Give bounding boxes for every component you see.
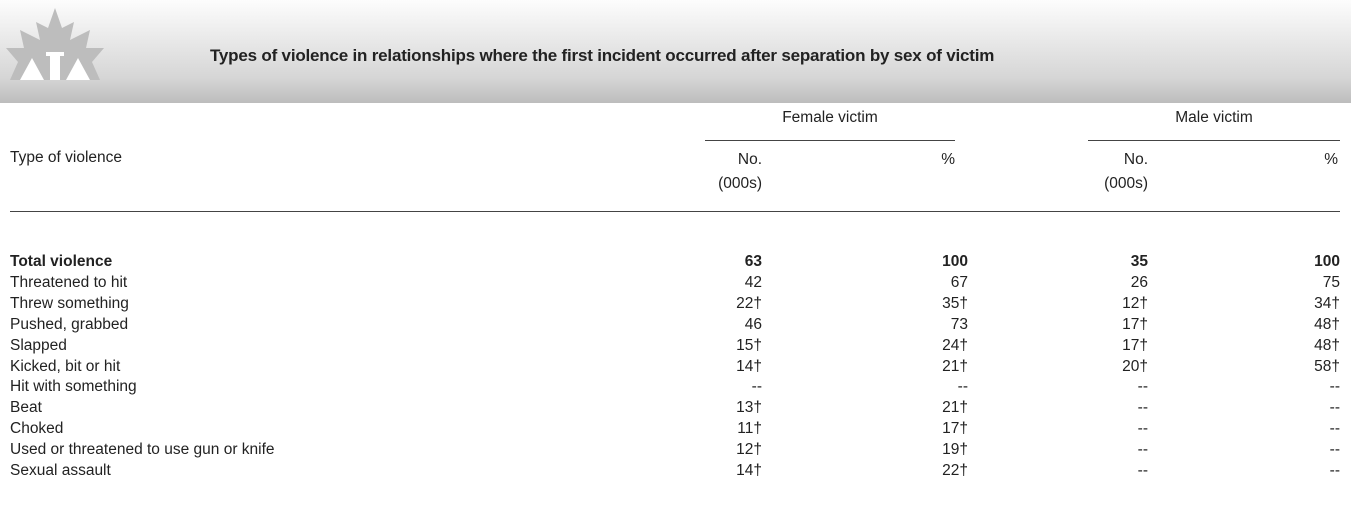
row-label: Hit with something — [10, 378, 137, 396]
cell: 67 — [950, 273, 968, 291]
row-label: Threw something — [10, 294, 129, 312]
cell: 13† — [736, 399, 762, 417]
group-header: Male victim — [1175, 109, 1253, 126]
cell: 24† — [942, 336, 968, 354]
cell: -- — [1137, 420, 1148, 438]
cell: 17† — [1122, 336, 1148, 354]
column-header: % — [941, 151, 955, 168]
column-header: No. — [1123, 151, 1148, 168]
column-header: No. — [737, 151, 762, 168]
cell: 100 — [942, 253, 968, 270]
group-rule — [705, 140, 955, 141]
cell: 73 — [950, 315, 968, 333]
cell: -- — [957, 378, 968, 396]
cell: 75 — [1322, 273, 1340, 291]
column-header: (000s) — [718, 175, 762, 192]
header-rule — [10, 211, 1340, 212]
cell: -- — [1137, 462, 1148, 479]
cell: 11† — [737, 420, 762, 438]
cell: 12† — [736, 441, 762, 459]
logo — [6, 8, 104, 80]
group-rule — [1088, 140, 1340, 141]
row-label: Beat — [10, 399, 42, 417]
cell: 21† — [942, 357, 968, 375]
cell: 12† — [1122, 294, 1148, 312]
column-header: % — [1324, 151, 1338, 168]
row-label: Threatened to hit — [10, 273, 128, 291]
row-label: Choked — [10, 420, 64, 438]
cell: 26 — [1130, 273, 1148, 291]
cell: 35† — [942, 294, 968, 312]
cell: 46 — [744, 315, 762, 333]
cell: -- — [1137, 441, 1148, 459]
cell: 63 — [744, 253, 762, 270]
stub-header: Type of violence — [10, 149, 123, 166]
cell: 19† — [942, 441, 968, 459]
cell: 14† — [736, 357, 762, 375]
cell: -- — [1137, 378, 1148, 396]
cell: -- — [1329, 441, 1340, 459]
cell: -- — [1329, 420, 1340, 438]
cell: 48† — [1314, 315, 1340, 333]
title: Types of violence in relationships where… — [210, 46, 995, 65]
cell: -- — [1137, 399, 1148, 417]
cell: 48† — [1314, 336, 1340, 354]
cell: 35 — [1130, 253, 1148, 270]
cell: 22† — [942, 462, 968, 479]
cell: 15† — [736, 336, 762, 354]
cell: 17† — [942, 420, 968, 438]
header-band: Types of violence in relationships where… — [0, 0, 1351, 103]
column-header: (000s) — [1104, 175, 1148, 192]
cell: -- — [751, 378, 762, 396]
row-label: Sexual assault — [10, 462, 111, 479]
cell: 14† — [736, 462, 762, 479]
cell: -- — [1329, 462, 1340, 479]
cell: 100 — [1314, 253, 1340, 270]
row-label: Kicked, bit or hit — [10, 357, 121, 375]
row-label: Pushed, grabbed — [10, 315, 129, 333]
cell: 22† — [736, 294, 762, 312]
row-label: Used or threatened to use gun or knife — [10, 441, 275, 459]
cell: 17† — [1122, 315, 1148, 333]
row-label: Total violence — [10, 253, 113, 270]
cell: 21† — [942, 399, 968, 417]
cell: 58† — [1314, 357, 1340, 375]
cell: 20† — [1122, 357, 1148, 375]
cell: 42 — [744, 273, 762, 291]
cell: 34† — [1314, 294, 1340, 312]
group-header: Female victim — [782, 109, 878, 126]
row-label: Slapped — [10, 336, 67, 354]
cell: -- — [1329, 378, 1340, 396]
cell: -- — [1329, 399, 1340, 417]
